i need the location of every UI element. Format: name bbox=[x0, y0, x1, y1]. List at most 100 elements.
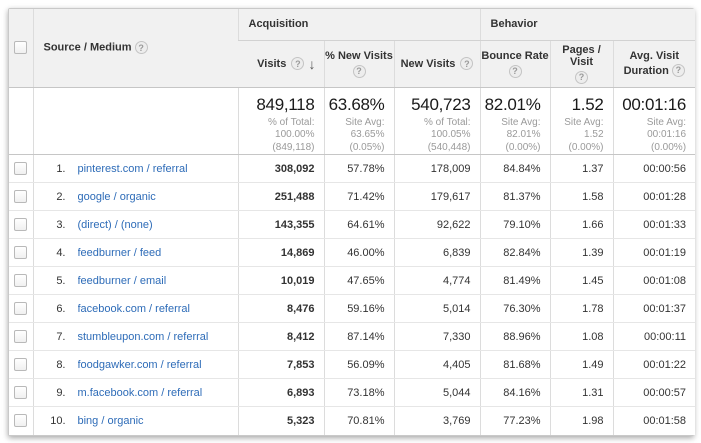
summary-visits-value: 849,118 bbox=[256, 94, 315, 114]
bounce-rate-value: 81.37% bbox=[479, 182, 551, 211]
row-rank: 4. bbox=[56, 246, 66, 259]
help-icon[interactable]: ? bbox=[671, 64, 685, 78]
help-icon[interactable]: ? bbox=[508, 64, 522, 78]
new-visits-value: 4,405 bbox=[393, 350, 481, 379]
pct-new-visits-label: % New Visits bbox=[325, 49, 393, 62]
pct-new-visits-value: 64.61% bbox=[323, 210, 394, 239]
row-checkbox[interactable] bbox=[14, 190, 28, 203]
help-icon[interactable]: ? bbox=[575, 70, 589, 84]
source-medium-link[interactable]: stumbleupon.com / referral bbox=[77, 330, 209, 343]
table-row: 10. bing / organic 5,323 70.81% 3,769 77… bbox=[9, 406, 696, 435]
row-checkbox[interactable] bbox=[14, 330, 28, 343]
summary-visits-subtext: % of Total: 100.00% (849,118) bbox=[267, 116, 315, 153]
column-header-visits[interactable]: Visits ? ↓ bbox=[238, 40, 324, 88]
pages-per-visit-value: 1.58 bbox=[549, 182, 614, 211]
pages-per-visit-value: 1.45 bbox=[549, 266, 614, 295]
source-cell: 9. m.facebook.com / referral bbox=[32, 378, 238, 407]
sort-descending-icon[interactable]: ↓ bbox=[308, 55, 316, 72]
avg-visit-duration-value: 00:00:11 bbox=[612, 322, 696, 351]
row-checkbox[interactable] bbox=[14, 358, 28, 371]
behavior-label: Behavior bbox=[490, 18, 538, 31]
visits-value: 5,323 bbox=[237, 406, 324, 435]
summary-bounce-rate-subtext: Site Avg: 82.01% (0.00%) bbox=[501, 116, 541, 153]
row-checkbox[interactable] bbox=[14, 302, 28, 315]
help-icon[interactable]: ? bbox=[134, 41, 148, 55]
row-checkbox[interactable] bbox=[14, 162, 28, 175]
new-visits-value: 179,617 bbox=[393, 182, 481, 211]
row-rank: 1. bbox=[56, 162, 66, 175]
column-header-source-medium[interactable]: Source / Medium ? bbox=[32, 9, 238, 88]
row-rank: 9. bbox=[56, 386, 66, 399]
table-row: 9. m.facebook.com / referral 6,893 73.18… bbox=[9, 378, 696, 407]
pct-new-visits-value: 71.42% bbox=[323, 182, 394, 211]
summary-new-visits: 540,723 % of Total: 100.05% (540,448) bbox=[393, 87, 481, 155]
group-header-row: Source / Medium ? Acquisition Behavior bbox=[9, 9, 696, 88]
bounce-rate-value: 84.16% bbox=[479, 378, 551, 407]
new-visits-value: 5,044 bbox=[393, 378, 481, 407]
checkbox-cell bbox=[9, 294, 33, 323]
source-medium-link[interactable]: pinterest.com / referral bbox=[77, 162, 188, 175]
summary-avg-visit-duration-subtext: Site Avg: 00:01:16 (0.00%) bbox=[646, 116, 687, 153]
table-row: 6. facebook.com / referral 8,476 59.16% … bbox=[9, 294, 696, 323]
summary-pages-per-visit-subtext: Site Avg: 1.52 (0.00%) bbox=[564, 116, 604, 153]
pct-new-visits-value: 46.00% bbox=[323, 238, 394, 267]
bounce-rate-value: 81.49% bbox=[479, 266, 551, 295]
source-medium-link[interactable]: facebook.com / referral bbox=[77, 302, 191, 315]
row-checkbox[interactable] bbox=[14, 386, 28, 399]
source-cell: 10. bing / organic bbox=[32, 406, 238, 435]
column-header-pct-new-visits[interactable]: % New Visits ? bbox=[323, 40, 394, 88]
source-medium-link[interactable]: m.facebook.com / referral bbox=[77, 386, 203, 399]
source-medium-link[interactable]: feedburner / feed bbox=[77, 246, 162, 259]
avg-visit-duration-value: 00:01:37 bbox=[612, 294, 696, 323]
source-medium-link[interactable]: google / organic bbox=[77, 190, 156, 203]
source-medium-report-table: Source / Medium ? Acquisition Behavior V… bbox=[9, 9, 696, 435]
visits-value: 8,476 bbox=[237, 294, 324, 323]
checkbox-cell bbox=[9, 266, 33, 295]
pct-new-visits-value: 59.16% bbox=[323, 294, 394, 323]
column-header-pages-per-visit[interactable]: Pages / Visit ? bbox=[549, 40, 614, 88]
table-row: 5. feedburner / email 10,019 47.65% 4,77… bbox=[9, 266, 696, 295]
source-cell: 2. google / organic bbox=[32, 182, 238, 211]
group-header-behavior: Behavior bbox=[479, 9, 696, 41]
new-visits-value: 178,009 bbox=[393, 154, 481, 183]
row-checkbox[interactable] bbox=[14, 246, 28, 259]
new-visits-value: 92,622 bbox=[393, 210, 481, 239]
source-cell: 4. feedburner / feed bbox=[32, 238, 238, 267]
source-medium-link[interactable]: bing / organic bbox=[77, 414, 144, 427]
summary-avg-visit-duration-value: 00:01:16 bbox=[622, 94, 687, 114]
row-checkbox[interactable] bbox=[14, 274, 28, 287]
summary-new-visits-subtext: % of Total: 100.05% (540,448) bbox=[424, 116, 471, 153]
bounce-rate-label: Bounce Rate bbox=[481, 49, 549, 62]
acquisition-label: Acquisition bbox=[248, 18, 309, 31]
summary-avg-visit-duration: 00:01:16 Site Avg: 00:01:16 (0.00%) bbox=[612, 87, 696, 155]
source-medium-link[interactable]: feedburner / email bbox=[77, 274, 167, 287]
visits-value: 7,853 bbox=[237, 350, 324, 379]
avg-visit-duration-value: 00:00:56 bbox=[612, 154, 696, 183]
column-header-new-visits[interactable]: New Visits ? bbox=[393, 40, 481, 88]
bounce-rate-value: 82.84% bbox=[479, 238, 551, 267]
pages-per-visit-value: 1.31 bbox=[549, 378, 614, 407]
column-header-bounce-rate[interactable]: Bounce Rate ? bbox=[479, 40, 551, 88]
bounce-rate-value: 77.23% bbox=[479, 406, 551, 435]
column-header-avg-visit-duration[interactable]: Avg. Visit Duration ? bbox=[612, 40, 696, 88]
help-icon[interactable]: ? bbox=[352, 64, 366, 78]
avg-visit-duration-value: 00:00:57 bbox=[612, 378, 696, 407]
checkbox-cell bbox=[9, 238, 33, 267]
select-all-checkbox[interactable] bbox=[14, 41, 28, 55]
source-medium-link[interactable]: (direct) / (none) bbox=[77, 218, 153, 231]
help-icon[interactable]: ? bbox=[291, 57, 305, 70]
row-checkbox[interactable] bbox=[14, 414, 28, 428]
visits-value: 308,092 bbox=[237, 154, 324, 183]
pages-per-visit-value: 1.98 bbox=[549, 406, 614, 435]
row-rank: 7. bbox=[56, 330, 66, 343]
summary-bounce-rate-value: 82.01% bbox=[484, 94, 541, 114]
visits-label: Visits bbox=[257, 57, 287, 70]
avg-visit-duration-value: 00:01:28 bbox=[612, 182, 696, 211]
new-visits-value: 4,774 bbox=[393, 266, 481, 295]
row-checkbox[interactable] bbox=[14, 218, 28, 231]
avg-visit-duration-label: Avg. Visit Duration bbox=[623, 49, 680, 77]
visits-value: 8,412 bbox=[237, 322, 324, 351]
help-icon[interactable]: ? bbox=[460, 57, 474, 70]
group-header-acquisition: Acquisition bbox=[237, 9, 481, 41]
source-medium-link[interactable]: foodgawker.com / referral bbox=[77, 358, 202, 371]
